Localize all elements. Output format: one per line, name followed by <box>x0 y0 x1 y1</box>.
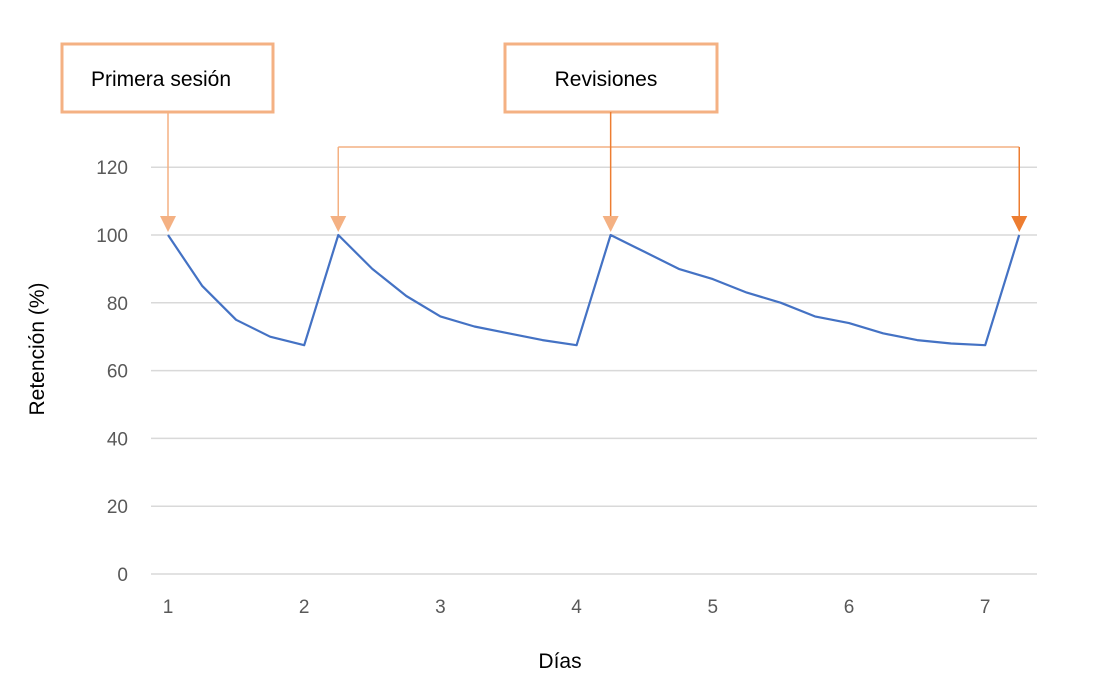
y-tick-label: 0 <box>117 565 128 586</box>
gridlines <box>151 166 1037 575</box>
annotation-label: Revisiones <box>555 68 658 91</box>
annotations-group: Primera sesión Revisiones <box>60 42 1028 232</box>
y-tick-label: 120 <box>96 158 128 179</box>
x-tick-label: 3 <box>435 597 446 618</box>
x-tick-label: 1 <box>163 597 174 618</box>
x-tick-label: 7 <box>980 597 991 618</box>
x-axis-title: Días <box>538 650 581 673</box>
x-tick-label: 2 <box>299 597 310 618</box>
arrow-head <box>602 216 619 232</box>
y-tick-label: 100 <box>96 226 128 247</box>
arrow-head <box>160 216 176 232</box>
y-axis-title: Retención (%) <box>26 282 49 415</box>
y-tick-label: 20 <box>107 497 128 518</box>
y-tick-label: 40 <box>107 429 128 450</box>
y-tick-label: 60 <box>107 362 128 383</box>
arrow-head <box>330 216 347 232</box>
x-tick-label: 5 <box>708 597 719 618</box>
x-tick-label: 6 <box>844 597 855 618</box>
y-axis-ticks: 0 20 40 60 80 100 120 <box>96 158 128 586</box>
series-group <box>167 233 1021 347</box>
annotation-label: Primera sesión <box>91 68 231 91</box>
x-axis-ticks: 1 2 3 4 5 6 7 <box>163 597 991 618</box>
series-line <box>167 233 1021 347</box>
x-tick-label: 4 <box>571 597 582 618</box>
y-tick-label: 80 <box>107 294 128 315</box>
arrow-head <box>1011 216 1028 232</box>
